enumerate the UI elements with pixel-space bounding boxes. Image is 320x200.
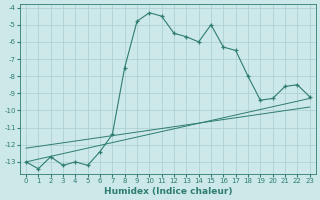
X-axis label: Humidex (Indice chaleur): Humidex (Indice chaleur) — [104, 187, 232, 196]
